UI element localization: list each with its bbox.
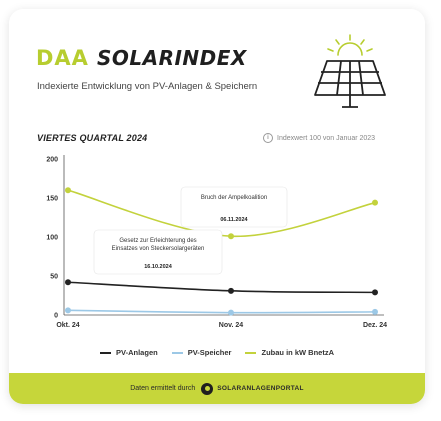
series-line-0	[67, 281, 376, 294]
y-tick-label: 0	[54, 313, 58, 320]
source-logo: SOLARANLAGENPORTAL	[201, 382, 304, 395]
annotation-ampel-title: Bruch der Ampelkoalition	[201, 195, 267, 201]
legend-swatch	[100, 351, 112, 354]
annotation-stecker-box	[93, 229, 223, 275]
data-point	[228, 309, 234, 316]
index-note: i Indexwert 100 von Januar 2023	[263, 133, 375, 143]
legend-swatch	[245, 351, 257, 354]
legend-label: PV-Anlagen	[116, 348, 158, 357]
x-tick-label: Okt. 24	[56, 322, 79, 329]
period-title: VIERTES QUARTAL 2024	[37, 133, 148, 143]
legend-label: PV-Speicher	[187, 348, 232, 357]
brand-logo: DAA SOLARINDEX	[36, 46, 247, 70]
x-tick-label: Nov. 24	[219, 322, 243, 329]
index-note-text: Indexwert 100 von Januar 2023	[277, 134, 376, 142]
legend-item: PV-Anlagen	[100, 348, 158, 357]
legend-item: PV-Speicher	[171, 348, 232, 357]
brand-mark: DAA	[36, 46, 89, 70]
y-tick-label: 150	[46, 196, 58, 203]
y-tick-label: 100	[46, 235, 58, 242]
legend-label: Zubau in kW BnetzA	[261, 348, 334, 357]
footer: Daten ermittelt durch SOLARANLAGENPORTAL	[9, 373, 425, 404]
line-chart: 0 50 100 150 200 Okt. 24 Nov. 24 Dez. 24 Bruch d…	[46, 155, 387, 329]
legend-item: Zubau in kW BnetzA	[245, 348, 334, 357]
annotation-ampel-date: 06.11.2024	[220, 217, 248, 223]
annotation-ampel-box	[180, 186, 288, 228]
data-point	[372, 308, 378, 315]
info-icon: i	[263, 133, 273, 143]
y-tick-label: 50	[50, 274, 58, 281]
x-tick-label: Dez. 24	[363, 322, 387, 329]
footer-text: Daten ermittelt durch	[130, 385, 196, 392]
header: DAA SOLARINDEX Indexierte Entwicklung vo…	[9, 9, 425, 117]
annotation-stecker-title: Einsatzes von Steckersolargeräten	[112, 246, 205, 252]
data-point	[372, 199, 378, 206]
solar-panel-icon	[314, 34, 386, 108]
data-point	[65, 279, 71, 286]
legend-swatch	[171, 351, 183, 354]
annotation-stecker-title: Gesetz zur Erleichterung des	[119, 238, 196, 244]
data-point	[372, 289, 378, 296]
brand-name: SOLARINDEX	[96, 46, 247, 70]
page-subtitle: Indexierte Entwicklung von PV-Anlagen & …	[37, 81, 258, 92]
series-line-1	[67, 309, 376, 314]
data-point	[65, 187, 71, 194]
y-tick-label: 200	[46, 157, 58, 164]
source-logo-text: SOLARANLAGENPORTAL	[217, 385, 304, 392]
sun-logo-icon	[201, 382, 214, 395]
annotation-stecker-date: 16.10.2024	[144, 264, 172, 270]
data-point	[228, 287, 234, 294]
chart-legend: PV-Anlagen PV-Speicher Zubau in kW BnetzA	[9, 348, 425, 357]
data-point	[65, 307, 71, 314]
solarindex-card: DAA SOLARINDEX Indexierte Entwicklung vo…	[9, 9, 425, 404]
data-point	[228, 233, 234, 240]
